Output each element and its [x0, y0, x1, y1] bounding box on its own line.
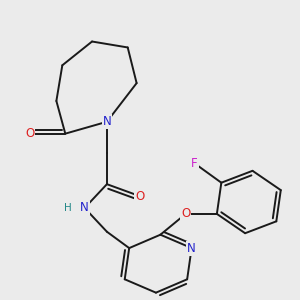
Text: N: N: [80, 202, 89, 214]
Text: O: O: [181, 207, 190, 220]
Text: F: F: [191, 157, 198, 170]
Text: N: N: [103, 115, 111, 128]
Text: O: O: [135, 190, 144, 202]
Text: O: O: [25, 127, 34, 140]
Text: N: N: [187, 242, 196, 255]
Text: H: H: [64, 203, 72, 213]
